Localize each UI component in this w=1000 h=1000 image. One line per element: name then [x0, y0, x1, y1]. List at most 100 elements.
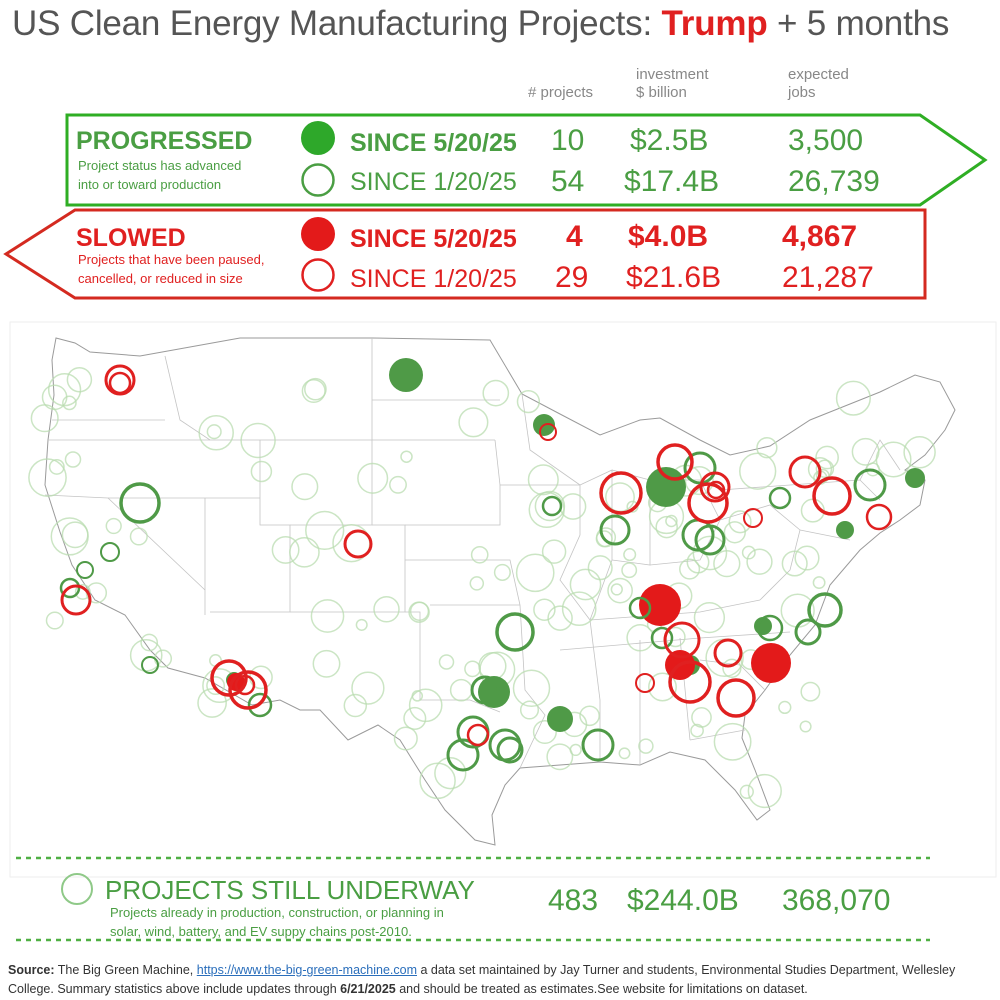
project-underway — [692, 535, 728, 571]
source-date: 6/21/2025 — [340, 982, 396, 996]
project-underway — [605, 482, 635, 513]
state-border-line — [290, 524, 406, 613]
project-underway — [64, 451, 82, 468]
filled-red-legend-icon — [301, 217, 335, 251]
state-border-line — [519, 604, 546, 769]
project-slowed-total — [865, 503, 893, 531]
project-underway — [469, 576, 485, 591]
project-underway — [527, 464, 559, 496]
project-underway — [546, 743, 574, 771]
project-slowed-total — [716, 678, 756, 718]
project-underway — [479, 651, 516, 688]
slowed-row-total-label: SINCE 1/20/25 — [350, 265, 517, 293]
project-underway — [66, 366, 93, 393]
open-red-legend-icon — [301, 258, 335, 292]
project-underway — [105, 517, 122, 535]
open-green-legend-icon — [301, 163, 335, 197]
project-underway — [393, 726, 418, 751]
slowed-description: Projects that have been paused, cancelle… — [78, 250, 264, 288]
project-underway — [800, 498, 825, 523]
project-underway — [411, 690, 424, 702]
project-underway — [373, 596, 400, 623]
col-header-investment-line2: $ billion — [636, 84, 687, 101]
progressed-row-total-projects: 54 — [551, 165, 585, 198]
project-underway — [691, 707, 712, 728]
state-border-line — [405, 611, 501, 713]
project-underway — [357, 462, 389, 494]
project-slowed-total — [656, 443, 694, 481]
project-underway — [740, 649, 762, 671]
project-underway — [722, 658, 742, 678]
project-underway — [621, 562, 638, 579]
project-underway — [240, 422, 276, 459]
project-progressed-total — [247, 692, 273, 718]
project-underway — [47, 373, 82, 407]
project-slowed-total — [663, 621, 701, 659]
source-link[interactable]: https://www.the-big-green-machine.com — [196, 963, 417, 977]
project-underway — [903, 436, 936, 469]
project-underway — [304, 377, 327, 401]
project-underway — [434, 757, 467, 790]
project-slowed-recent — [227, 673, 245, 691]
project-progressed-total — [59, 577, 81, 599]
slowed-row-recent-jobs: 4,867 — [782, 220, 858, 253]
project-underway — [579, 705, 600, 727]
project-progressed-recent — [836, 521, 854, 539]
state-border-line — [611, 469, 651, 566]
project-underway — [310, 599, 345, 633]
project-underway — [690, 723, 704, 738]
col-header-investment-line1: investment — [636, 66, 709, 83]
project-progressed-total — [141, 656, 159, 674]
slowed-arrow-banner — [3, 208, 927, 300]
project-progressed-total — [599, 514, 631, 546]
source-label: Source: — [8, 963, 55, 977]
project-underway — [519, 700, 540, 720]
project-underway — [569, 743, 582, 757]
state-border-line — [44, 494, 206, 591]
project-progressed-total — [853, 468, 887, 502]
project-underway — [332, 524, 371, 563]
project-underway — [312, 649, 341, 678]
project-underway — [626, 624, 654, 652]
project-underway — [62, 395, 77, 411]
project-slowed-recent — [639, 584, 681, 626]
project-underway — [713, 549, 741, 578]
slowed-heading: SLOWED — [76, 224, 186, 252]
project-underway — [647, 493, 668, 513]
project-slowed-total — [699, 471, 731, 503]
project-underway — [851, 437, 880, 466]
project-slowed-total — [635, 673, 655, 693]
project-underway — [129, 638, 163, 672]
progressed-row-total-jobs: 26,739 — [788, 165, 880, 198]
project-underway — [532, 719, 557, 745]
progressed-heading: PROGRESSED — [76, 127, 253, 155]
progressed-row-recent-label: SINCE 5/20/25 — [350, 129, 517, 157]
summary-graphics — [3, 113, 988, 300]
project-underway — [351, 671, 385, 705]
project-underway — [648, 498, 685, 535]
project-slowed-total — [788, 455, 822, 489]
project-underway — [343, 693, 368, 718]
col-header-jobs-line1: expected — [788, 66, 849, 83]
project-slowed-total — [687, 482, 729, 524]
project-underway — [875, 441, 912, 478]
project-underway — [686, 550, 710, 574]
project-underway — [140, 633, 159, 652]
project-underway — [618, 747, 631, 760]
project-underway — [684, 466, 714, 496]
progressed-row-recent-jobs: 3,500 — [788, 124, 864, 157]
underway-legend-icon — [61, 873, 93, 905]
project-underway — [547, 605, 573, 631]
project-underway — [291, 473, 319, 501]
project-underway — [305, 510, 345, 551]
project-progressed-recent — [389, 358, 423, 392]
project-slowed-total — [108, 371, 132, 395]
slowed-desc-line1: Projects that have been paused, — [78, 252, 265, 267]
title-highlight: Trump — [661, 4, 768, 43]
slowed-row-total-projects: 29 — [555, 261, 589, 294]
project-slowed-total — [60, 584, 92, 616]
state-border-line — [589, 619, 601, 762]
project-underway — [723, 521, 746, 544]
underway-projects-layer — [28, 366, 936, 809]
project-underway — [746, 548, 773, 575]
